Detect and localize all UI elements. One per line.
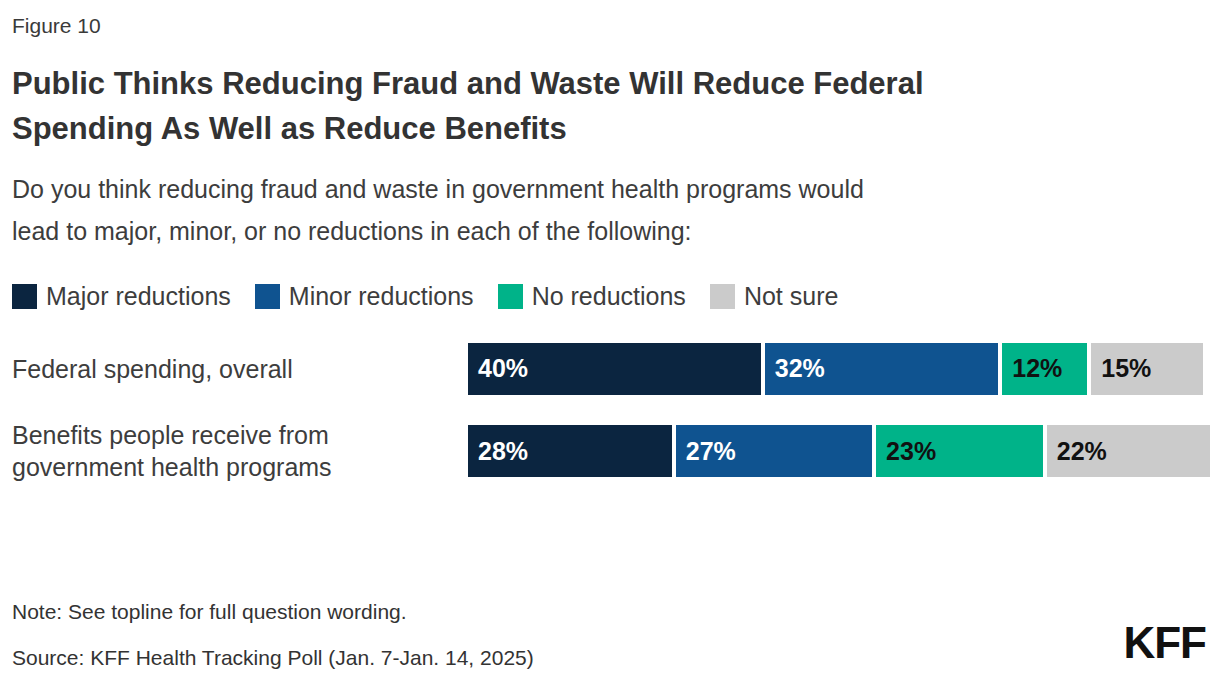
legend-item: Not sure [710, 282, 838, 311]
figure-label: Figure 10 [12, 14, 1208, 38]
figure-page: Figure 10 Public Thinks Reducing Fraud a… [0, 0, 1220, 484]
chart-title: Public Thinks Reducing Fraud and Waste W… [12, 62, 1208, 152]
chart-subtitle: Do you think reducing fraud and waste in… [12, 168, 1208, 252]
legend-label: Minor reductions [289, 282, 474, 311]
chart-row: Federal spending, overall40% 32% 12% 15% [12, 343, 1208, 395]
bar-segment: 12% [1002, 343, 1091, 395]
chart: Federal spending, overall40% 32% 12% 15% Ben… [12, 343, 1208, 484]
legend-swatch [710, 284, 735, 309]
segment-value-label: 12% [1002, 354, 1062, 383]
segment-value-label: 32% [765, 354, 825, 383]
bar-segment: 32% [765, 343, 1002, 395]
bar-segment: 27% [676, 425, 876, 477]
segment-value-label: 15% [1091, 354, 1151, 383]
bar-segment: 40% [468, 343, 765, 395]
bar-segment: 22% [1047, 425, 1210, 477]
legend-swatch [255, 284, 280, 309]
legend-swatch [12, 284, 37, 309]
bar-segment: 15% [1091, 343, 1202, 395]
legend-swatch [498, 284, 523, 309]
legend: Major reductions Minor reductions No reduc… [12, 282, 1208, 311]
segment-value-label: 22% [1047, 437, 1107, 466]
segment-value-label: 28% [468, 437, 528, 466]
note-text: Note: See topline for full question word… [12, 600, 1208, 624]
legend-item: No reductions [498, 282, 686, 311]
legend-item: Minor reductions [255, 282, 474, 311]
segment-value-label: 40% [468, 354, 528, 383]
source-text: Source: KFF Health Tracking Poll (Jan. 7… [12, 646, 1208, 670]
legend-label: No reductions [532, 282, 686, 311]
row-label: Federal spending, overall [12, 353, 468, 386]
bar-segment: 28% [468, 425, 676, 477]
row-label: Benefits people receive from government … [12, 419, 468, 484]
segment-value-label: 27% [676, 437, 736, 466]
bar-track: 40% 32% 12% 15% [468, 343, 1203, 395]
bar-segment: 23% [876, 425, 1047, 477]
bar-track: 28% 27% 23% 22% [468, 425, 1210, 477]
footer: Note: See topline for full question word… [12, 600, 1208, 670]
legend-label: Not sure [744, 282, 838, 311]
legend-item: Major reductions [12, 282, 231, 311]
segment-value-label: 23% [876, 437, 936, 466]
legend-label: Major reductions [46, 282, 231, 311]
chart-row: Benefits people receive from government … [12, 419, 1208, 484]
kff-logo: KFF [1123, 618, 1206, 668]
